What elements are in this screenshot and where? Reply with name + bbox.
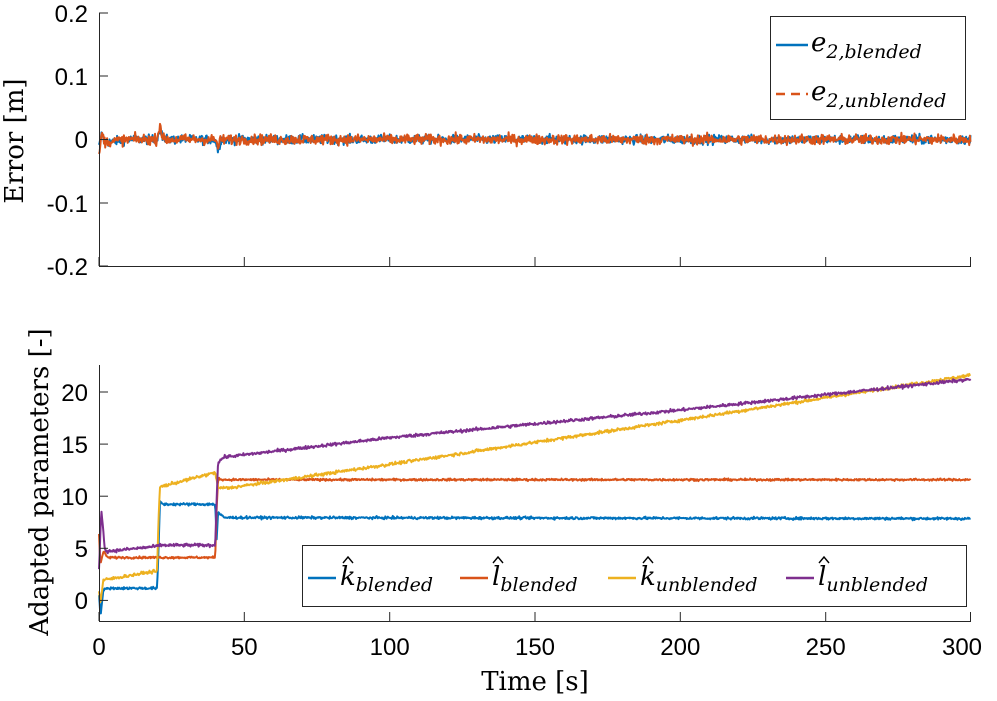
error-x-ticks [98,257,971,266]
error-plot: 0.2 0.1 0 -0.1 -0.2 Error [m] e2,blended… [0,1,972,281]
params-series-group [98,372,972,615]
params-x-tick-label: 100 [370,634,410,661]
legend-hat-k-blended [342,555,354,564]
params-x-tick-label: 300 [942,634,982,661]
legend-hat-k-unblended [642,555,654,564]
params-x-tick-label: 200 [660,634,700,661]
params-plot: 0 5 10 15 20 0 50 100 150 200 250 300 Ti… [25,328,982,697]
error-y-ticks: 0.2 0.1 0 -0.1 -0.2 [47,1,108,281]
params-series-line [98,500,972,615]
params-y-axis-label: Adapted parameters [-] [25,328,55,636]
params-series-line [98,372,971,604]
params-y-ticks: 0 5 10 15 20 [61,380,108,615]
error-y-tick-label: 0 [75,127,88,154]
legend-label-k-unblended: kunblended [640,562,758,596]
error-legend-box [770,16,966,120]
legend-hat-l-unblended [818,555,830,564]
params-legend-box [302,545,967,607]
legend-label-k-blended: kblended [340,562,433,596]
params-y-tick-label: 5 [75,536,88,563]
error-y-axis-label: Error [m] [0,78,30,203]
error-series-group [98,122,972,155]
params-x-axis-label: Time [s] [481,667,589,697]
params-y-tick-label: 20 [61,380,88,407]
params-series-line [98,377,972,570]
params-y-tick-label: 15 [61,432,88,459]
params-legend: kblended lblended kunblended lunblended [302,545,967,607]
legend-label-e2-blended: e2,blended [811,28,922,63]
params-y-tick-label: 0 [75,588,88,615]
legend-label-l-blended: lblended [492,562,578,596]
params-x-tick-label: 250 [806,634,846,661]
error-y-tick-label: 0.1 [55,64,88,91]
legend-label-l-unblended: lunblended [818,562,928,596]
error-legend: e2,blended e2,unblended [770,16,966,120]
params-x-tick-label: 150 [515,634,555,661]
params-x-tick-label: 50 [231,634,258,661]
legend-label-e2-unblended: e2,unblended [811,77,946,112]
error-y-tick-label: 0.2 [55,1,88,28]
params-x-ticks: 0 50 100 150 200 250 300 [92,612,982,661]
error-y-tick-label: -0.1 [47,191,88,218]
params-y-tick-label: 10 [61,484,88,511]
error-series-line [98,122,972,155]
params-x-tick-label: 0 [92,634,105,661]
legend-hat-l-blended [492,555,504,564]
params-series-line [98,476,972,564]
error-y-tick-label: -0.2 [47,254,88,281]
